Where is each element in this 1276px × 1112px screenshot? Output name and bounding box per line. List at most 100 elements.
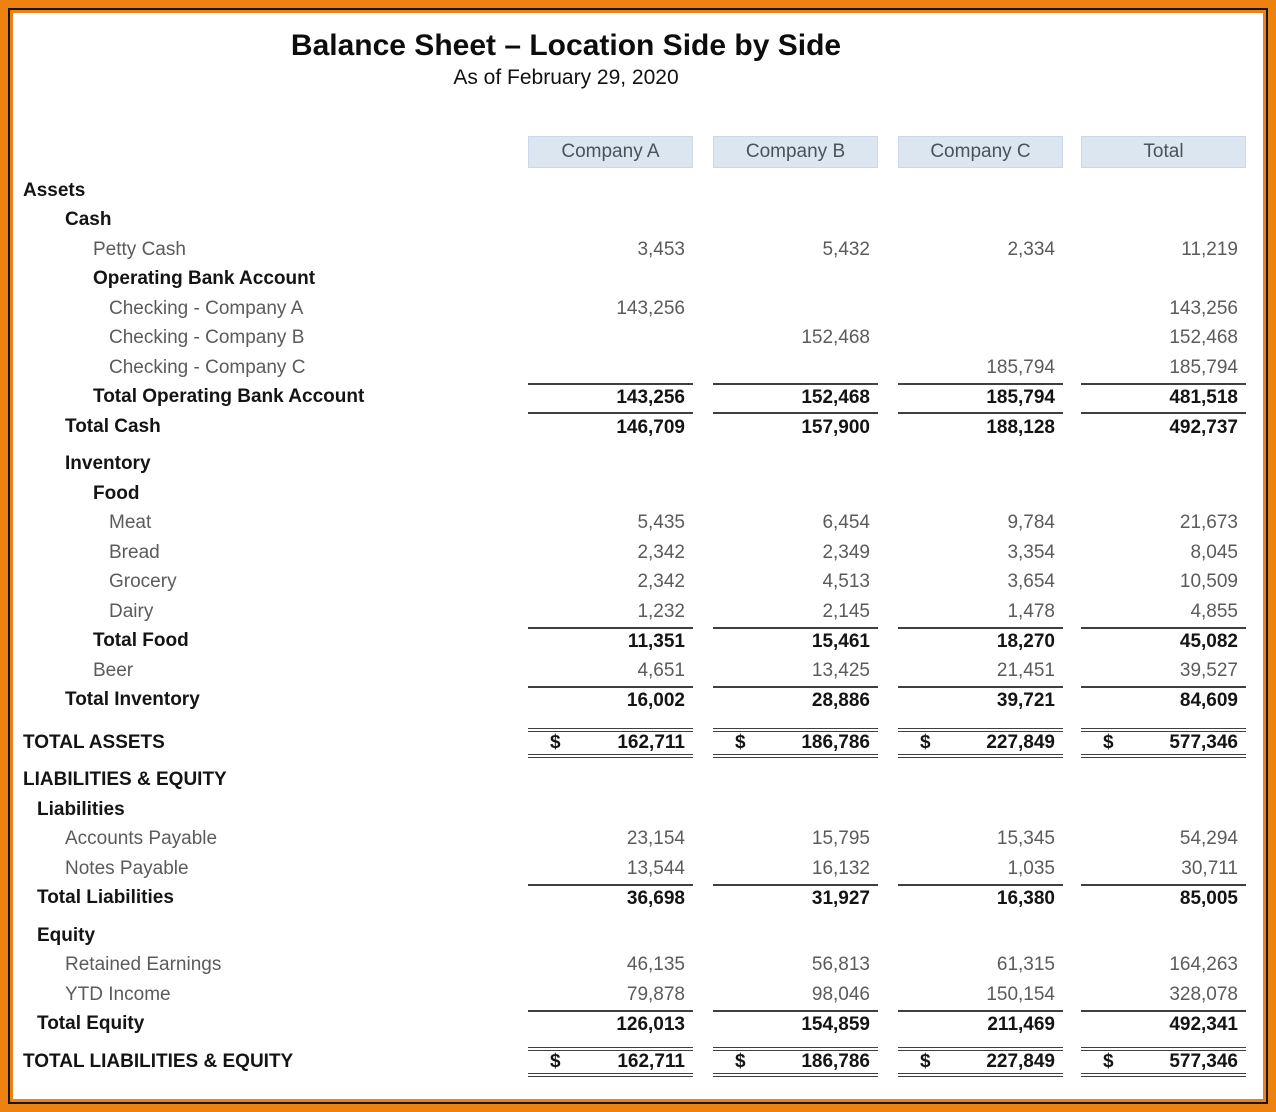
cell-value: 152,468	[801, 387, 870, 409]
cell-value: 2,334	[1007, 238, 1055, 260]
cell-value: 1,232	[637, 600, 685, 622]
cell-value: 36,698	[626, 888, 685, 910]
cell-value: 85,005	[1179, 888, 1238, 910]
row-label: Total Inventory	[65, 689, 200, 711]
row-label: Cash	[65, 209, 112, 231]
cell-company-a	[528, 353, 693, 383]
cell-value: 13,544	[626, 857, 685, 879]
cell-total: 328,078	[1081, 980, 1246, 1010]
dollar-sign: $	[1103, 1050, 1114, 1072]
cell-company-c: 39,721	[898, 685, 1063, 716]
cell-company-c	[898, 324, 1063, 354]
column-header-company-c: Company C	[898, 136, 1063, 168]
cell-value: 98,046	[811, 983, 870, 1005]
row-total-assets: TOTAL ASSETS $162,711 $186,786 $227,849 $577…	[13, 728, 1263, 758]
cell-company-c: 18,270	[898, 626, 1063, 657]
cell-company-a: $162,711	[528, 728, 693, 758]
cell-company-c: 15,345	[898, 825, 1063, 855]
cell-value: 4,513	[822, 571, 870, 593]
row-accounts-payable: Accounts Payable 23,154 15,795 15,345 54,294	[13, 825, 1263, 855]
cell-company-a: 3,453	[528, 235, 693, 265]
cell-company-c: 21,451	[898, 656, 1063, 686]
sheet-body: Assets Cash Petty Cash 3,453 5,432 2,334 11,21…	[13, 176, 1263, 1077]
cell-value: 3,354	[1007, 541, 1055, 563]
cell-company-c: 1,478	[898, 597, 1063, 627]
row-label: Equity	[37, 924, 96, 946]
page-title: Balance Sheet – Location Side by Side	[290, 29, 842, 62]
cell-value: 188,128	[986, 416, 1055, 438]
cell-value: 30,711	[1181, 857, 1238, 879]
row-total-liabilities: Total Liabilities 36,698 31,927 16,380 85,00…	[13, 883, 1263, 914]
row-total-equity: Total Equity 126,013 154,859 211,469 492,341	[13, 1009, 1263, 1040]
row-label: Assets	[23, 179, 86, 201]
row-meat: Meat 5,435 6,454 9,784 21,673	[13, 509, 1263, 539]
cell-company-b: 154,859	[713, 1009, 878, 1040]
cell-value: 157,900	[801, 416, 870, 438]
cell-value: 11,219	[1181, 238, 1238, 260]
dollar-sign: $	[735, 731, 746, 753]
row-label: Dairy	[109, 600, 154, 622]
cell-value: 4,855	[1190, 600, 1238, 622]
cell-value: 31,927	[811, 888, 870, 910]
cell-company-c: $227,849	[898, 728, 1063, 758]
row-bread: Bread 2,342 2,349 3,354 8,045	[13, 538, 1263, 568]
row-label: LIABILITIES & EQUITY	[23, 769, 227, 791]
cell-value: 13,425	[811, 659, 870, 681]
cell-company-b: 152,468	[713, 382, 878, 413]
cell-company-b: 5,432	[713, 235, 878, 265]
cell-company-b	[713, 479, 878, 509]
cell-value: 21,451	[996, 659, 1055, 681]
cell-value: 3,654	[1007, 571, 1055, 593]
cell-total: $577,346	[1081, 1047, 1246, 1077]
cell-company-a: 46,135	[528, 951, 693, 981]
cell-company-a: 143,256	[528, 294, 693, 324]
cell-value: 577,346	[1169, 1050, 1238, 1072]
row-label: Accounts Payable	[65, 828, 218, 850]
cell-company-c: 1,035	[898, 854, 1063, 884]
cell-value: 18,270	[996, 631, 1055, 653]
document-header: Balance Sheet – Location Side by Side As…	[13, 28, 1119, 92]
row-label: Inventory	[65, 453, 151, 475]
cell-total: 30,711	[1081, 854, 1246, 884]
cell-company-a: $162,711	[528, 1047, 693, 1077]
cell-company-a	[528, 921, 693, 951]
row-label: Food	[93, 482, 140, 504]
cell-company-a: 79,878	[528, 980, 693, 1010]
cell-value: 23,154	[626, 828, 685, 850]
cell-company-a	[528, 206, 693, 236]
dollar-sign: $	[550, 731, 561, 753]
cell-company-a: 36,698	[528, 883, 693, 914]
column-header-company-a: Company A	[528, 136, 693, 168]
cell-value: 16,002	[626, 690, 685, 712]
cell-company-a	[528, 324, 693, 354]
cell-value: 5,435	[637, 512, 685, 534]
row-food: Food	[13, 479, 1263, 509]
row-liabilities-equity: LIABILITIES & EQUITY	[13, 766, 1263, 796]
cell-total	[1081, 450, 1246, 480]
row-label: Total Operating Bank Account	[93, 386, 365, 408]
row-checking-company-c: Checking - Company C 185,794 185,794	[13, 353, 1263, 383]
cell-total	[1081, 921, 1246, 951]
row-total-food: Total Food 11,351 15,461 18,270 45,082	[13, 626, 1263, 657]
cell-total: 492,737	[1081, 412, 1246, 442]
cell-company-b	[713, 294, 878, 324]
cell-total: 45,082	[1081, 626, 1246, 657]
cell-company-a	[528, 795, 693, 825]
cell-total: 11,219	[1081, 235, 1246, 265]
cell-total: 481,518	[1081, 382, 1246, 413]
page-subtitle: As of February 29, 2020	[453, 66, 679, 89]
cell-company-a	[528, 176, 693, 206]
cell-value: 16,132	[811, 857, 870, 879]
cell-value: 11,351	[627, 631, 685, 653]
cell-company-c	[898, 479, 1063, 509]
cell-value: 1,478	[1007, 600, 1055, 622]
cell-value: 143,256	[1169, 297, 1238, 319]
cell-company-b: 2,349	[713, 538, 878, 568]
cell-company-c: 150,154	[898, 980, 1063, 1010]
cell-value: 162,711	[617, 731, 685, 753]
cell-total: 8,045	[1081, 538, 1246, 568]
cell-company-c: 2,334	[898, 235, 1063, 265]
cell-value: 211,469	[987, 1014, 1055, 1036]
cell-value: 126,013	[616, 1014, 685, 1036]
cell-value: 4,651	[637, 659, 685, 681]
